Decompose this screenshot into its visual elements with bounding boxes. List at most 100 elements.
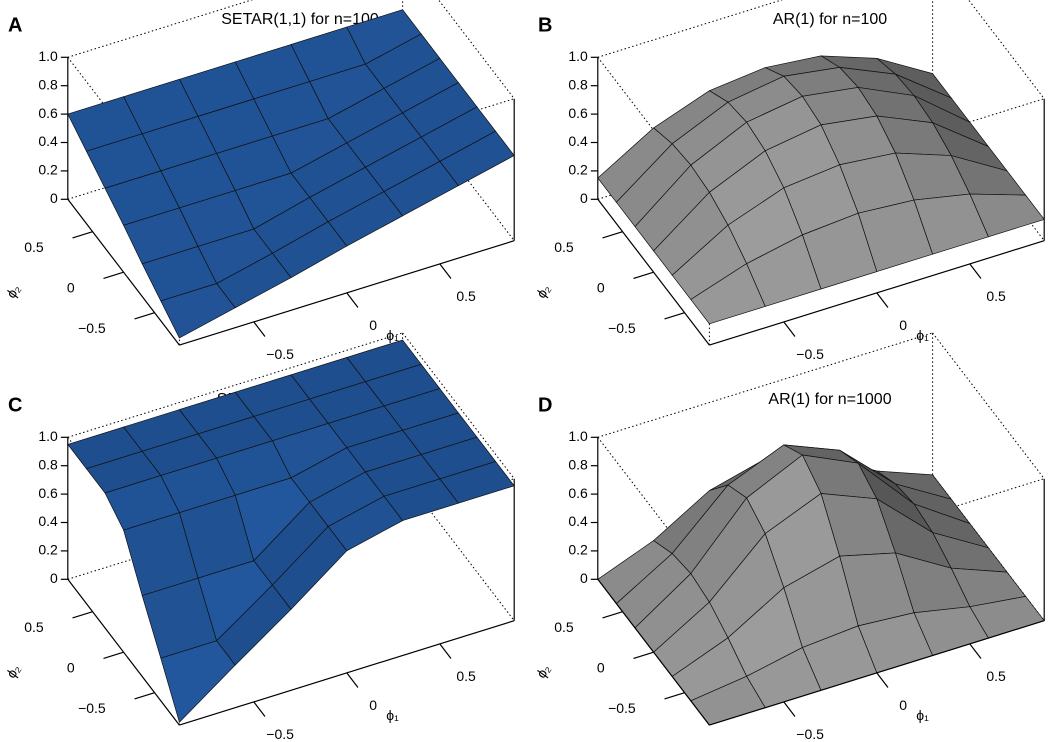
z-tick-label: 0	[50, 570, 58, 586]
panel-label: A	[8, 14, 22, 36]
z-tick-label: 0.8	[38, 456, 58, 472]
x-tick	[253, 701, 266, 717]
y-tick-label: −0.5	[608, 700, 636, 716]
z-tick-label: 1.0	[38, 48, 58, 64]
z-tick-label: 0.4	[38, 133, 58, 149]
y-tick	[602, 611, 623, 619]
x-tick-label: −0.5	[796, 726, 824, 742]
y-axis-label: ϕ₂	[3, 661, 24, 681]
x-tick	[439, 643, 452, 659]
x-tick-label: 0.5	[986, 288, 1006, 304]
x-tick	[783, 701, 796, 717]
x-tick-label: 0	[899, 317, 907, 333]
y-tick	[134, 692, 155, 700]
panel-title: AR(1) for n=1000	[768, 391, 891, 408]
z-tick-label: 0	[580, 570, 588, 586]
z-tick-label: 0.8	[568, 76, 588, 92]
x-tick	[253, 321, 266, 337]
y-tick	[72, 231, 93, 239]
y-tick	[633, 651, 654, 660]
z-tick-label: 1.0	[568, 48, 588, 64]
y-tick-label: 0.5	[554, 239, 574, 255]
x-tick	[346, 292, 359, 308]
y-tick-label: −0.5	[608, 320, 636, 336]
x-tick-label: 0.5	[456, 668, 476, 684]
box-edge	[932, 332, 1045, 480]
box-edge	[709, 478, 1045, 584]
x-tick	[876, 672, 889, 688]
x-tick-label: 0	[899, 697, 907, 713]
z-tick-label: 0.4	[568, 513, 588, 529]
y-tick-label: −0.5	[78, 320, 106, 336]
panel-label: B	[538, 14, 552, 36]
z-tick-label: 0.2	[568, 542, 588, 558]
y-tick	[134, 312, 155, 320]
x-tick	[783, 321, 796, 337]
y-tick	[72, 611, 93, 619]
z-tick-label: 0.4	[568, 133, 588, 149]
z-tick-label: 0.6	[568, 105, 588, 121]
x-tick	[346, 672, 359, 688]
y-tick	[633, 271, 654, 280]
y-tick	[602, 231, 623, 239]
z-tick-label: 0.4	[38, 513, 58, 529]
z-tick-label: 0.8	[38, 76, 58, 92]
panel: D AR(1) for n=1000 0 0.2 0.4 0.6 0.8 1.0 −0.5 0 0.…	[533, 332, 1045, 742]
y-tick-label: −0.5	[78, 700, 106, 716]
y-axis-label: ϕ₂	[533, 661, 554, 681]
x-tick-label: 0	[369, 317, 377, 333]
x-tick-label: −0.5	[266, 346, 294, 362]
x-tick	[969, 263, 982, 279]
box-edge	[402, 94, 515, 242]
box-edge	[597, 332, 933, 438]
y-tick-label: 0	[597, 660, 605, 676]
surface-facet	[690, 263, 766, 325]
panel-title: SETAR(1,1) for n=100	[221, 11, 379, 28]
box-edge	[67, 332, 403, 438]
x-tick	[876, 292, 889, 308]
z-tick-label: 1.0	[568, 428, 588, 444]
z-tick-label: 0	[580, 190, 588, 206]
x-tick	[439, 263, 452, 279]
y-tick-label: 0	[597, 280, 605, 296]
box-edge	[438, 0, 515, 100]
z-tick-label: 0.6	[38, 485, 58, 501]
box-edge	[968, 0, 1045, 100]
box-edge	[709, 98, 1045, 204]
z-tick-label: 0.2	[568, 162, 588, 178]
y-tick	[664, 312, 685, 320]
y-tick	[103, 651, 124, 660]
z-tick-label: 0.8	[568, 456, 588, 472]
surface-facet	[160, 640, 236, 723]
y-tick	[103, 271, 124, 280]
x-axis-label: ϕ₁	[386, 327, 399, 343]
y-tick-label: 0.5	[24, 619, 44, 635]
x-tick-label: 0	[369, 697, 377, 713]
y-tick-label: 0.5	[24, 239, 44, 255]
y-axis-label: ϕ₂	[533, 281, 554, 301]
x-axis-label: ϕ₁	[916, 707, 929, 723]
x-axis-label: ϕ₁	[916, 327, 929, 343]
panel: A SETAR(1,1) for n=100 0 0.2 0.4 0.6 0.8 1.0 −0.…	[3, 0, 515, 362]
z-tick-label: 1.0	[38, 428, 58, 444]
x-tick	[969, 643, 982, 659]
surface-facet	[160, 283, 236, 339]
y-tick	[664, 692, 685, 700]
x-axis-label: ϕ₁	[386, 707, 399, 723]
box-edge	[402, 474, 515, 622]
panel-title: AR(1) for n=100	[773, 11, 887, 28]
y-tick-label: 0	[67, 660, 75, 676]
y-axis-label: ϕ₂	[3, 281, 24, 301]
z-tick-label: 0.6	[568, 485, 588, 501]
z-tick-label: 0	[50, 190, 58, 206]
x-tick-label: 0.5	[456, 288, 476, 304]
box-edge	[597, 0, 784, 58]
panel: B AR(1) for n=100 0 0.2 0.4 0.6 0.8 1.0 −0.5 0 0.5…	[533, 0, 1045, 362]
panel-label: D	[538, 394, 552, 416]
y-tick-label: 0	[67, 280, 75, 296]
x-tick-label: −0.5	[266, 726, 294, 742]
x-tick-label: −0.5	[796, 346, 824, 362]
panel-label: C	[8, 394, 22, 416]
box-edge	[402, 332, 515, 480]
